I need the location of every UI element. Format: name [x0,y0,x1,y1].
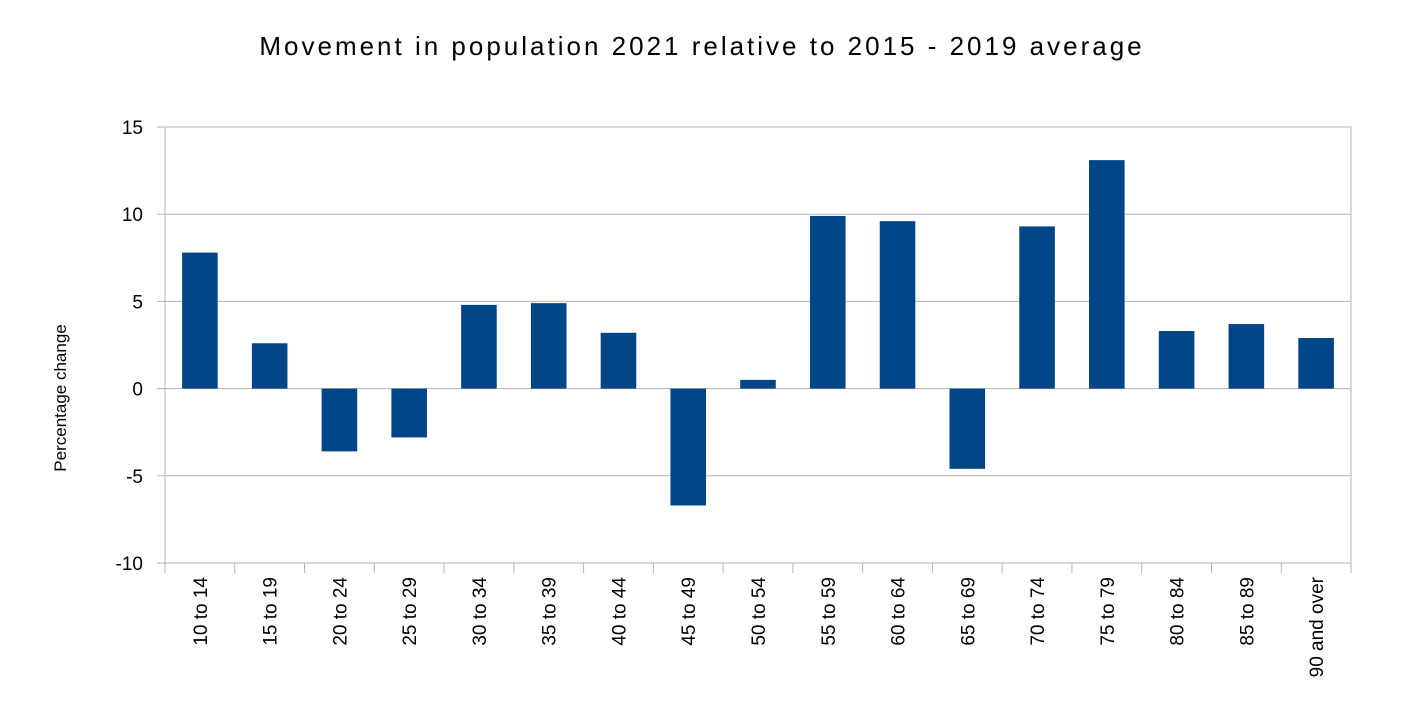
bars [182,160,1334,506]
x-tick-label: 40 to 44 [609,577,630,646]
y-tick-label: 15 [122,118,143,139]
bar [949,388,986,469]
y-tick-label: 10 [122,205,143,226]
x-tick-label: 70 to 74 [1028,577,1049,646]
bar [251,343,288,389]
x-tick-label: 20 to 24 [330,577,351,646]
x-tick-label: 65 to 69 [958,577,979,646]
bar [1228,324,1265,389]
x-tick-label: 50 to 54 [749,577,770,646]
x-tick-label: 15 to 19 [261,577,282,646]
x-tick-label: 55 to 59 [819,577,840,646]
bar [1019,226,1055,389]
bar [600,332,637,389]
x-tick-label: 90 and over [1307,576,1328,677]
y-axis-title: Percentage change [51,324,70,471]
y-tick-label: -5 [126,467,143,488]
bar [530,303,567,389]
bar [1158,331,1195,389]
y-tick-label: 5 [132,292,143,313]
bar [1089,160,1125,389]
bar [740,379,776,389]
x-tick-labels: 10 to 14 15 to 19 20 to 24 25 to 29 30 to 34… [191,576,1328,677]
y-tick-labels: -10 -5 0 5 10 15 [116,118,143,575]
bar [182,252,218,389]
y-tick-label: -10 [116,554,143,575]
x-tick-label: 10 to 14 [191,577,212,646]
bar [461,304,497,389]
y-tick-label: 0 [132,380,143,401]
bar [391,388,427,438]
x-tick-label: 45 to 49 [679,577,700,646]
bar [670,388,707,506]
x-tick-label: 80 to 84 [1168,577,1189,646]
x-tick-label: 30 to 34 [470,577,491,646]
x-tick-label: 35 to 39 [540,577,561,646]
x-tick-label: 25 to 29 [400,577,421,646]
x-tick-label: 75 to 79 [1098,577,1119,646]
bar [879,221,916,389]
bar [1298,338,1334,389]
x-tick-label: 85 to 89 [1237,577,1258,646]
bar [321,388,358,452]
bar [809,215,846,389]
chart-title: Movement in population 2021 relative to … [259,31,1144,61]
x-tick-label: 60 to 64 [889,577,910,646]
